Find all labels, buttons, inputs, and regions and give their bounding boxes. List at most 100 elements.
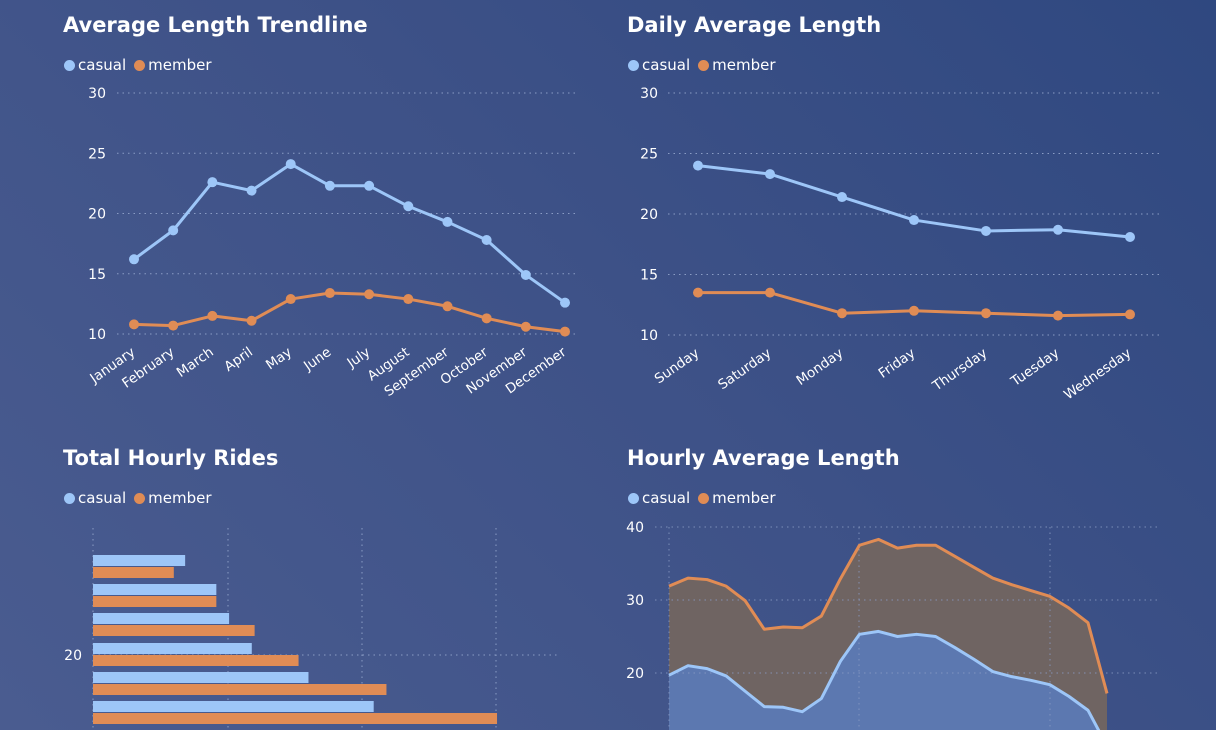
- bar-member: [93, 713, 498, 724]
- legend-label: member: [712, 489, 776, 507]
- data-point-casual: [168, 225, 179, 236]
- data-point-member: [442, 301, 453, 312]
- y-tick-label: 30: [88, 86, 106, 102]
- chart-daily-average-length: Daily Average Length casual member 10 15 2…: [627, 13, 1160, 344]
- legend-item-casual[interactable]: casual: [64, 489, 126, 507]
- y-tick-label: 20: [626, 666, 644, 682]
- bar-member: [93, 567, 174, 578]
- data-point-member: [168, 320, 179, 331]
- data-point-casual: [560, 297, 570, 308]
- data-point-member: [403, 294, 414, 305]
- bar-member: [93, 684, 387, 695]
- data-point-casual: [364, 180, 375, 191]
- data-point-member: [1125, 309, 1135, 320]
- legend-marker-member: [134, 59, 146, 71]
- chart-title: Daily Average Length: [627, 13, 882, 37]
- legend-item-casual[interactable]: casual: [64, 56, 126, 74]
- y-tick-label: 30: [640, 86, 658, 102]
- data-point-casual: [909, 215, 919, 226]
- legend-item-member[interactable]: member: [698, 56, 776, 74]
- legend-item-member[interactable]: member: [698, 489, 776, 507]
- y-tick-label: 10: [640, 328, 658, 344]
- legend-item-casual[interactable]: casual: [628, 56, 690, 74]
- series-line-casual: [668, 629, 1101, 730]
- data-point-casual: [129, 254, 139, 265]
- data-point-member: [1053, 310, 1063, 321]
- data-point-casual: [442, 216, 453, 227]
- chart-average-length-trendline: Average Length Trendline casual member 1…: [0, 0, 600, 400]
- chart-title: Hourly Average Length: [627, 446, 900, 470]
- data-point-member: [285, 294, 296, 305]
- y-tick-label: 20: [640, 207, 658, 223]
- legend-label: member: [148, 489, 212, 507]
- data-point-casual: [246, 185, 257, 196]
- data-point-casual: [285, 159, 296, 170]
- legend-marker-casual: [64, 59, 75, 71]
- legend-item-member[interactable]: member: [134, 56, 212, 74]
- bar-casual: [93, 613, 230, 624]
- bar-casual: [93, 701, 374, 712]
- legend-item-member[interactable]: member: [134, 489, 212, 507]
- y-tick-label: 25: [640, 147, 658, 163]
- bar-casual: [93, 643, 252, 654]
- hourly-rides-plot: 20: [64, 528, 560, 730]
- y-tick-label: 25: [88, 146, 106, 162]
- data-point-casual: [403, 201, 414, 212]
- data-point-casual: [481, 235, 492, 246]
- series-line-member: [133, 291, 566, 334]
- data-point-casual: [207, 177, 218, 188]
- data-point-member: [481, 313, 492, 324]
- data-point-casual: [1053, 224, 1063, 235]
- legend-marker-member: [134, 492, 146, 504]
- legend-label: casual: [642, 56, 691, 74]
- data-point-casual: [693, 160, 703, 171]
- bar-casual: [93, 555, 186, 566]
- legend: casual member: [64, 489, 220, 507]
- legend-label: casual: [642, 489, 691, 507]
- legend-marker-casual: [64, 492, 75, 504]
- bar-casual: [93, 584, 217, 595]
- data-point-member: [324, 288, 335, 299]
- series-line-casual: [133, 162, 566, 304]
- y-tick-label: 20: [64, 648, 82, 664]
- data-point-member: [981, 308, 991, 319]
- y-tick-label: 10: [88, 327, 106, 343]
- data-point-member: [693, 287, 703, 298]
- chart-title: Average Length Trendline: [63, 13, 368, 37]
- data-point-casual: [765, 169, 775, 180]
- bar-casual: [93, 672, 309, 683]
- data-point-member: [207, 310, 218, 321]
- data-point-casual: [981, 225, 991, 236]
- legend: casual member: [64, 56, 220, 74]
- data-point-member: [364, 289, 375, 300]
- data-point-member: [560, 326, 570, 337]
- data-point-member: [520, 321, 531, 332]
- legend: casual member: [628, 489, 784, 507]
- data-point-member: [837, 308, 847, 319]
- y-tick-label: 15: [640, 268, 658, 284]
- chart-total-hourly-rides: Total Hourly Rides casual member 20: [0, 0, 600, 730]
- data-point-casual: [837, 192, 847, 203]
- legend-label: member: [148, 56, 212, 74]
- y-tick-label: 30: [626, 593, 644, 609]
- legend-label: member: [712, 56, 776, 74]
- legend: casual member: [628, 56, 784, 74]
- bar-member: [93, 655, 299, 666]
- legend-label: casual: [78, 489, 127, 507]
- data-point-member: [129, 319, 139, 330]
- data-point-member: [909, 305, 919, 316]
- data-point-member: [246, 315, 257, 326]
- series-line-member: [668, 537, 1109, 694]
- bar-member: [93, 625, 255, 636]
- legend-marker-casual: [628, 492, 639, 504]
- area-fill-casual: [669, 631, 1107, 730]
- data-point-casual: [520, 269, 531, 280]
- y-tick-label: 40: [626, 520, 644, 536]
- data-point-member: [765, 287, 775, 298]
- data-point-casual: [1125, 231, 1135, 242]
- chart-title: Total Hourly Rides: [63, 446, 279, 470]
- legend-item-casual[interactable]: casual: [628, 489, 690, 507]
